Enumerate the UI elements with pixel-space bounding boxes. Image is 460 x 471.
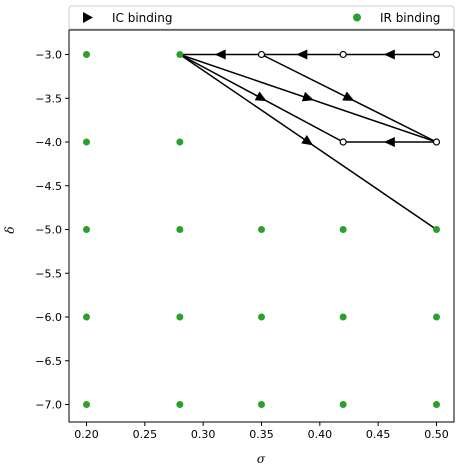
ic-binding-arrowhead [301,135,314,146]
ir-binding-point [258,313,265,321]
ir-binding-point [176,401,184,408]
y-tick-label: −7.0 [35,399,62,412]
y-tick-label: −4.0 [35,136,62,149]
x-tick-label: 0.50 [424,428,449,441]
y-tick-label: −6.5 [35,355,62,368]
ir-binding-point [339,401,347,408]
ic-binding-arrowhead [383,137,395,147]
ic-binding-point [432,138,441,146]
y-tick-label: −6.0 [35,311,62,324]
legend-label-ic-binding: IC binding [112,11,172,25]
legend-label-ir-binding: IR binding [380,11,440,25]
x-tick-label: 0.25 [133,428,158,441]
legend-marker-ic-binding [83,12,93,23]
legend-frame [68,5,455,30]
x-axis: 0.20 0.25 0.30 0.35 0.40 0.45 0.50 [74,422,449,441]
ir-binding-point [339,226,347,233]
ic-binding-series [257,50,441,146]
ir-binding-point [176,51,184,58]
ir-binding-point [83,401,90,408]
ir-binding-point [83,226,90,233]
x-tick-label: 0.45 [366,428,391,441]
legend-marker-ir-binding [353,13,361,22]
y-tick-label: −5.0 [35,224,62,237]
x-tick-label: 0.35 [249,428,274,441]
ir-binding-point [258,226,265,233]
ir-binding-point [433,313,440,321]
ic-binding-arrowhead [254,91,267,102]
ic-binding-point [257,50,266,59]
ic-binding-arrowhead [214,49,226,60]
ic-binding-arrowhead [301,91,314,102]
ic-binding-arrows [179,49,437,231]
ic-binding-arrowhead [296,49,308,60]
ic-binding-arrowhead [342,91,355,101]
ir-binding-series [83,51,440,408]
x-tick-label: 0.30 [191,428,216,441]
x-axis-label: σ [257,452,266,466]
ic-binding-point [339,138,347,146]
ic-binding-point [432,50,441,59]
ir-binding-point [83,51,90,58]
y-axis-label: δ [3,226,17,233]
ir-binding-point [258,401,265,408]
ir-binding-point [433,401,440,408]
ir-binding-point [176,138,184,146]
x-tick-label: 0.40 [308,428,333,441]
legend: IC binding IR binding [68,5,455,30]
ir-binding-point [176,226,184,233]
y-tick-label: −3.0 [35,49,62,62]
ir-binding-point [433,226,440,233]
y-tick-label: −5.5 [35,267,62,280]
y-tick-label: −3.5 [35,92,62,105]
ic-binding-point [339,50,347,59]
ir-binding-point [83,313,90,321]
ir-binding-point [83,138,90,146]
x-tick-label: 0.20 [74,428,99,441]
ir-binding-point [176,313,184,321]
y-axis: −3.0 −3.5 −4.0 −4.5 −5.0 −5.5 −6.0 −6.5 −7.0 [35,49,69,412]
y-tick-label: −4.5 [35,180,62,193]
ir-binding-point [339,313,347,321]
ic-binding-arrowhead [383,49,395,60]
